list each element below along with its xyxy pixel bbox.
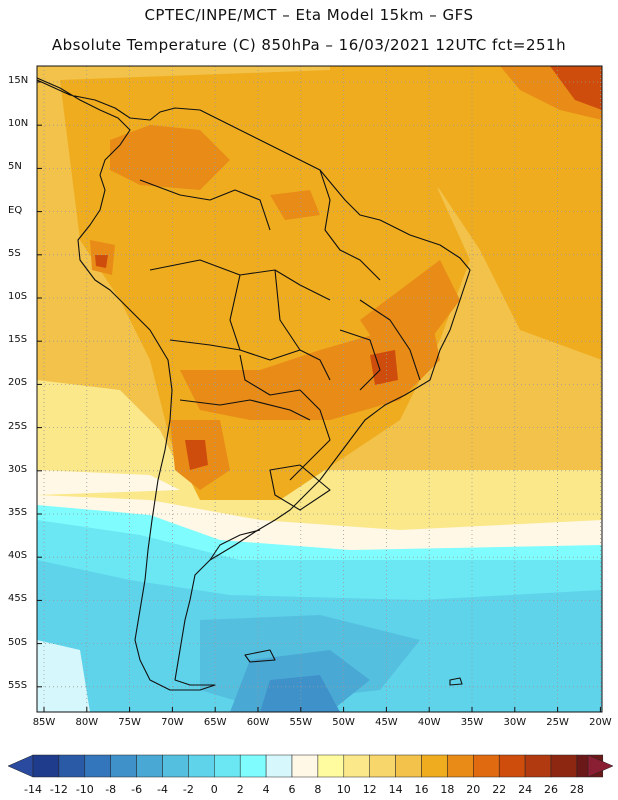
colorbar-box [421,754,448,778]
lat-label: EQ [8,204,23,216]
colorbar-label: -14 [24,783,42,796]
colorbar-box [317,754,345,778]
colorbar-label: 22 [492,783,507,796]
axis-ticks [37,81,601,712]
colorbar-box [136,754,163,778]
lon-label: 70W [161,717,184,728]
colorbar-box [188,754,215,778]
colorbar-box [473,754,500,778]
colorbar-box [58,754,86,778]
lat-label: 35S [8,507,28,518]
lon-label: 75W [118,717,141,728]
lon-label: 35W [460,717,484,728]
colorbar-label: 14 [388,783,403,796]
lat-label: 15N [8,75,29,86]
colorbar-box [239,754,267,778]
lat-label: 30S [8,463,28,475]
colorbar-label: 4 [262,783,270,796]
lon-label: 30W [503,717,527,728]
lat-label: 5S [8,247,21,259]
colorbar-under-triangle [7,754,34,778]
coastlines [37,77,471,691]
lat-label: 55S [8,679,28,691]
colorbar-box [524,754,552,778]
lon-label: 65W [203,717,227,728]
colorbar-label: -10 [75,783,94,796]
colorbar-box [291,754,319,778]
lon-label: 85W [32,717,56,728]
colorbar-label: 12 [362,783,377,796]
lat-label: 20S [8,377,28,389]
map-frame [36,65,603,713]
colorbar-box [447,754,474,778]
colorbar-label: -8 [105,783,117,796]
colorbar-box [550,754,578,778]
colorbar-label: 0 [210,783,218,796]
colorbar-label: -12 [49,783,68,796]
colorbar-label: 10 [336,783,351,796]
lon-label: 45W [375,717,398,728]
lat-label: 50S [8,636,28,648]
colorbar-label: 20 [466,783,481,796]
lon-label: 80W [75,717,99,728]
lon-label: 25W [546,717,569,728]
temperature-field [37,66,602,712]
colorbar-box [498,754,526,778]
colorbar-label: -6 [131,783,143,796]
colorbar-label: 26 [544,783,558,796]
lat-label: 40S [8,550,28,562]
lat-label: 45S [8,593,28,605]
colorbar-box [162,754,189,778]
colorbar-over-triangle [587,754,614,778]
lon-label: 55W [289,717,313,728]
colorbar-box [214,754,241,778]
lon-label: 60W [246,717,270,728]
colorbar-label: -2 [182,783,194,796]
colorbar-label: 28 [569,783,584,796]
title-line-1: CPTEC/INPE/MCT – Eta Model 15km – GFS [144,6,474,24]
colorbar-box [395,754,422,778]
lat-label: 10S [8,291,28,302]
lat-label: 10N [8,118,29,130]
colorbar-label: 2 [236,783,244,796]
colorbar-box [32,754,60,778]
colorbar-label: 8 [314,783,322,796]
colorbar-box [369,754,396,778]
lat-label: 5N [8,161,22,173]
colorbar-box [110,754,137,778]
title-line-2: Absolute Temperature (C) 850hPa – 16/03/… [51,36,567,54]
lon-label: 50W [332,717,355,728]
colorbar-box [265,754,293,778]
lon-label: 20W [589,717,612,728]
colorbar-label: 16 [414,783,429,796]
colorbar-label: 18 [440,783,455,796]
colorbar-label: 6 [288,783,296,796]
lat-label: 25S [8,420,28,432]
colorbar [7,754,614,778]
lon-label: 40W [417,717,441,728]
colorbar-label: 24 [518,783,533,796]
colorbar-box [84,754,111,778]
colorbar-box [343,754,370,778]
lat-label: 15S [8,334,28,346]
colorbar-label: -4 [157,783,168,796]
